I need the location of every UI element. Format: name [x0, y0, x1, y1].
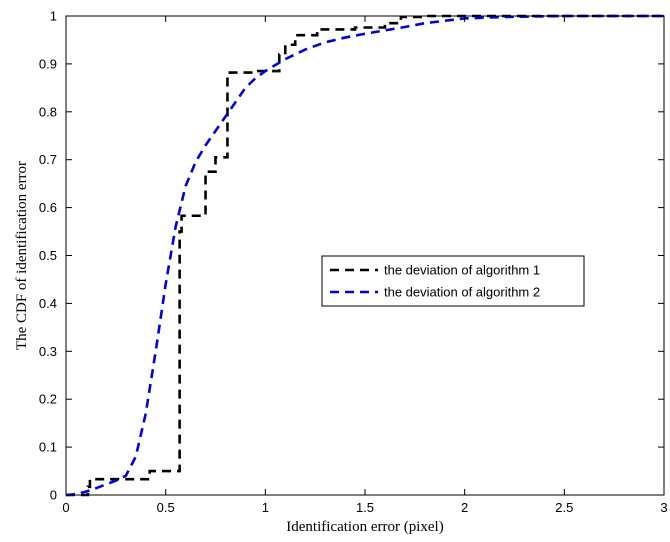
y-tick-label-10: 1: [50, 9, 57, 24]
y-tick-label-6: 0.6: [39, 200, 57, 215]
x-tick-label-4: 2: [461, 500, 468, 515]
y-tick-label-2: 0.2: [39, 392, 57, 407]
x-tick-label-2: 1: [262, 500, 269, 515]
x-tick-label-3: 1.5: [356, 500, 374, 515]
series-line-algorithm-2: [65, 14, 664, 497]
x-tick-label-0: 0: [62, 500, 69, 515]
ticks-layer: 0 0.5 1 1.5 2 2.5 3 0 0.1 0.2 0.3 0.4 0.5 0.6 0.7 0.8 0.…: [39, 9, 668, 516]
series-layer: [65, 14, 664, 497]
y-tick-label-5: 0.5: [39, 248, 57, 263]
x-tick-label-6: 3: [660, 500, 667, 515]
y-tick-label-1: 0.1: [39, 440, 57, 455]
series-line-algorithm-1: [66, 14, 664, 497]
y-tick-label-9: 0.9: [39, 56, 57, 71]
y-tick-label-3: 0.3: [39, 344, 57, 359]
y-axis-title: The CDF of identification error: [14, 161, 30, 350]
y-tick-label-4: 0.4: [39, 296, 57, 311]
x-tick-label-5: 2.5: [555, 500, 573, 515]
legend-box: [321, 255, 585, 307]
y-tick-label-0: 0: [50, 488, 57, 503]
x-tick-label-1: 0.5: [157, 500, 175, 515]
y-tick-label-8: 0.8: [39, 104, 57, 119]
legend: the deviation of algorithm 1 the deviati…: [321, 255, 585, 307]
legend-label-algorithm-1: the deviation of algorithm 1: [384, 263, 540, 278]
y-tick-label-7: 0.7: [39, 152, 57, 167]
legend-label-algorithm-2: the deviation of algorithm 2: [384, 285, 540, 300]
x-axis-title: Identification error (pixel): [286, 519, 443, 535]
